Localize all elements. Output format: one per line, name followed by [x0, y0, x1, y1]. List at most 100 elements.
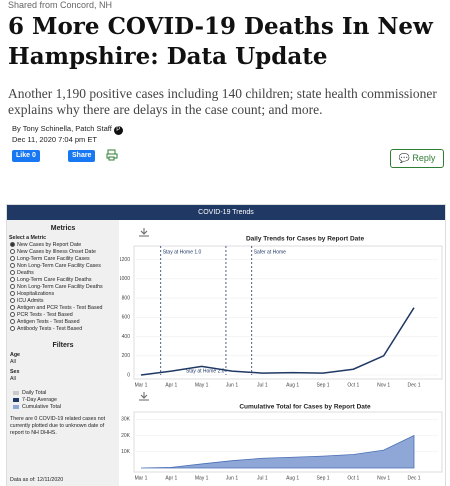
filter-label: Sex — [10, 369, 20, 375]
filters-title: Filters — [52, 342, 74, 349]
legend-swatch — [13, 404, 19, 409]
x-tick-label: Jul 1 — [257, 382, 268, 388]
metric-label: Antibody Tests - Test Based — [17, 325, 83, 332]
metric-option[interactable]: PCR Tests - Test Based — [7, 311, 119, 318]
subtitle: Another 1,190 positive cases including 1… — [8, 86, 437, 117]
reply-button[interactable]: 💬 Reply — [390, 149, 444, 168]
charts: Daily Trends for Cases by Report Date 0 20… — [120, 228, 443, 481]
metric-option[interactable]: Antigen and PCR Tests - Test Based — [7, 304, 119, 311]
metric-option[interactable]: Long-Term Care Facility Deaths — [7, 276, 119, 283]
radio — [10, 263, 15, 268]
radio — [10, 284, 15, 289]
x-tick-label: Apr 1 — [165, 382, 177, 388]
date: Dec 11, 2020 7:04 pm ET — [12, 135, 97, 144]
metric-option[interactable]: ICU Admits — [7, 297, 119, 304]
filter-value: All — [10, 376, 16, 382]
metric-option[interactable]: Hospitalizations — [7, 290, 119, 297]
x-tick-label: Jun 1 — [226, 382, 238, 388]
metric-label: Deaths — [17, 269, 34, 276]
reply-label: Reply — [412, 153, 436, 163]
metric-label: Long-Term Care Facility Cases — [17, 255, 90, 262]
like-button[interactable]: Like 0 — [12, 150, 40, 162]
metric-label: Antigen Tests - Test Based — [17, 318, 80, 325]
data-as-of: Data as of: 12/11/2020 — [10, 477, 64, 483]
legend-label: Cumulative Total — [22, 403, 62, 410]
author: By Tony Schinella, Patch Staff — [12, 124, 112, 133]
x-tick-label: Mar 1 — [135, 382, 148, 388]
x-tick-label: Sep 1 — [316, 475, 329, 481]
metric-label: Long-Term Care Facility Deaths — [17, 276, 92, 283]
y-tick-label: 600 — [122, 315, 131, 321]
y-tick-label: 10K — [121, 449, 131, 455]
metric-label: Antigen and PCR Tests - Test Based — [17, 304, 103, 311]
metric-label: Non Long-Term Care Facility Deaths — [17, 283, 103, 290]
metric-option[interactable]: Non Long-Term Care Facility Cases — [7, 262, 119, 269]
radio — [10, 249, 15, 254]
download-icon[interactable] — [139, 228, 149, 237]
download-icon[interactable] — [139, 392, 149, 401]
y-tick-label: 200 — [122, 353, 131, 359]
y-tick-label: 20K — [121, 433, 131, 439]
x-tick-label: May 1 — [195, 382, 209, 388]
filter-value: All — [10, 359, 16, 365]
filter-list: Age All Sex All — [7, 352, 119, 386]
dashboard-header: COVID-19 Trends — [7, 205, 445, 220]
headline: 6 More COVID-19 Deaths In New Hampshire:… — [8, 13, 433, 70]
radio — [10, 270, 15, 275]
legend: Daily Total 7-Day Average Cumulative Total — [7, 389, 119, 410]
metric-list: New Cases by Report Date New Cases by Ill… — [7, 241, 119, 332]
badge: P — [113, 126, 123, 135]
radio — [10, 256, 15, 261]
y-tick-label: 30K — [121, 417, 131, 423]
x-tick-label: Aug 1 — [286, 475, 299, 481]
legend-item: Daily Total — [7, 389, 119, 396]
radio — [10, 319, 15, 324]
legend-swatch — [13, 390, 19, 395]
x-tick-label: Aug 1 — [286, 382, 299, 388]
y-tick-label: 800 — [122, 295, 131, 301]
y-tick-label: 1200 — [120, 257, 130, 263]
metric-label: PCR Tests - Test Based — [17, 311, 73, 318]
metric-option[interactable]: Antibody Tests - Test Based — [7, 325, 119, 332]
shared-from: Shared from Concord, NH — [8, 0, 113, 10]
x-tick-label: Jun 1 — [226, 475, 238, 481]
metric-option[interactable]: New Cases by Illness Onset Date — [7, 248, 119, 255]
x-tick-label: Dec 1 — [407, 382, 420, 388]
legend-item: 7-Day Average — [7, 396, 119, 403]
byline: By Tony Schinella, Patch Staff P — [12, 124, 123, 135]
chart-title: Daily Trends for Cases by Report Date — [246, 236, 365, 243]
metric-label: ICU Admits — [17, 297, 44, 304]
y-tick-label: 1000 — [120, 276, 130, 282]
share-button[interactable]: Share — [68, 150, 96, 162]
radio — [10, 291, 15, 296]
metric-option[interactable]: Antigen Tests - Test Based — [7, 318, 119, 325]
annotation: Stay at Home 1.0 — [163, 249, 202, 255]
radio — [10, 326, 15, 331]
metric-label: Hospitalizations — [17, 290, 55, 297]
area — [140, 434, 415, 469]
dashboard: COVID-19 Trends Metrics Select a Metric … — [6, 204, 446, 486]
radio — [10, 277, 15, 282]
metric-option[interactable]: New Cases by Report Date — [7, 241, 119, 248]
chart-title: Cumulative Total for Cases by Report Dat… — [239, 404, 371, 411]
metric-option[interactable]: Long-Term Care Facility Cases — [7, 255, 119, 262]
metrics-title: Metrics — [50, 225, 76, 232]
y-tick-label: 0 — [127, 372, 130, 378]
annotation: Safer at Home — [254, 249, 286, 255]
x-tick-label: Apr 1 — [165, 475, 177, 481]
x-tick-label: Dec 1 — [407, 475, 420, 481]
annotation: Stay at Home 2.0 — [186, 368, 225, 374]
print-icon[interactable] — [106, 149, 118, 161]
select-label: Select a Metric — [9, 235, 47, 241]
line — [140, 307, 415, 376]
radio — [10, 305, 15, 310]
legend-label: Daily Total — [22, 389, 47, 396]
side-panel: Metrics Select a Metric New Cases by Rep… — [7, 220, 119, 486]
x-tick-label: Mar 1 — [135, 475, 148, 481]
legend-item: Cumulative Total — [7, 403, 119, 410]
metric-label: Non Long-Term Care Facility Cases — [17, 262, 101, 269]
metric-option[interactable]: Deaths — [7, 269, 119, 276]
metric-option[interactable]: Non Long-Term Care Facility Deaths — [7, 283, 119, 290]
x-tick-label: Jul 1 — [257, 475, 268, 481]
